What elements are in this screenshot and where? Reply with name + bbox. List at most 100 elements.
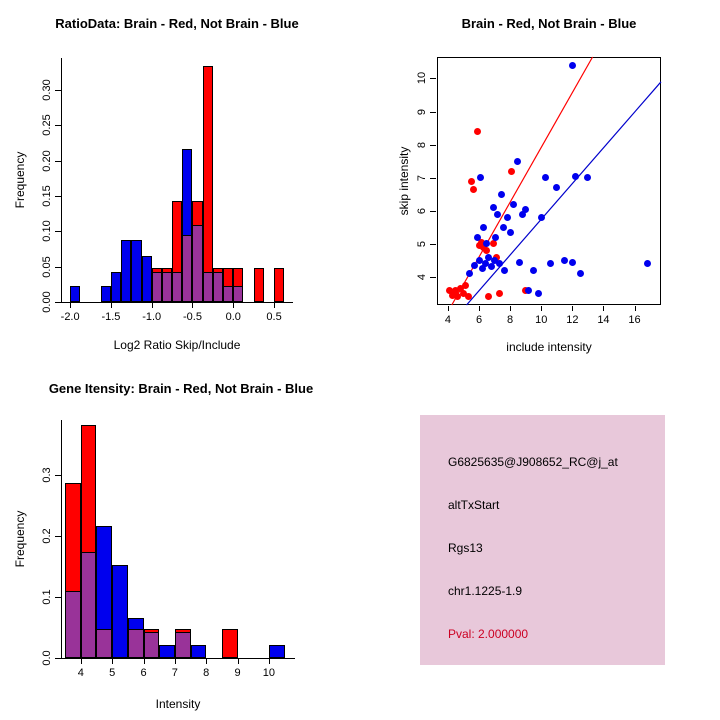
- y-tick-label: 0.15: [41, 185, 53, 207]
- scatter-point: [487, 263, 495, 271]
- y-tick-label: 0.0: [41, 650, 53, 666]
- scatter-point: [495, 289, 503, 297]
- x-tick-mark: [70, 303, 72, 308]
- x-tick-mark: [206, 659, 208, 664]
- y-tick-label: 0.30: [41, 79, 53, 101]
- scatter-point: [499, 223, 507, 231]
- scatter-point: [515, 258, 523, 266]
- scatter-point: [489, 203, 497, 211]
- ratio-hist-xlabel: Log2 Ratio Skip/Include: [113, 338, 241, 352]
- gene-hist-title: Gene Itensity: Brain - Red, Not Brain - …: [48, 381, 314, 396]
- x-tick-label: 4: [77, 667, 84, 679]
- y-tick-label: 7: [416, 174, 428, 181]
- y-tick-mark: [55, 302, 61, 303]
- chromosome-location-text: chr1.1225-1.9: [448, 584, 523, 598]
- scatter-point: [509, 200, 517, 208]
- scatter-point: [462, 281, 470, 289]
- scatter-point: [483, 240, 491, 248]
- scatter-point: [484, 293, 492, 301]
- scatter-point: [519, 210, 527, 218]
- scatter-point: [452, 286, 460, 294]
- hist-bar: [121, 240, 132, 302]
- scatter-point: [537, 213, 545, 221]
- x-tick-mark: [237, 659, 239, 664]
- scatter-point: [482, 246, 490, 254]
- y-axis-line: [61, 420, 62, 659]
- hist-bar: [141, 256, 152, 302]
- scatter-point: [495, 260, 503, 268]
- scatter-point: [568, 258, 576, 266]
- x-tick-mark: [603, 306, 605, 311]
- y-tick-label: 0.00: [41, 291, 53, 313]
- scatter-point: [508, 167, 516, 175]
- x-tick-mark: [143, 659, 145, 664]
- scatter-point: [506, 228, 514, 236]
- scatter-point: [542, 174, 550, 182]
- hist-bar-overlap: [182, 234, 193, 302]
- hist-bar-overlap: [223, 286, 234, 302]
- y-tick-mark: [55, 474, 61, 476]
- hist-bar-overlap: [65, 591, 81, 658]
- x-tick-label: 7: [171, 667, 178, 679]
- x-tick-label: 10: [262, 667, 276, 679]
- y-tick-label: 0.05: [41, 255, 53, 278]
- y-tick-label: 0.3: [41, 467, 53, 483]
- scatter-point: [449, 291, 457, 299]
- y-axis-line: [61, 58, 62, 303]
- hist-bar: [70, 286, 81, 302]
- y-tick-mark: [430, 144, 436, 146]
- y-tick-mark: [430, 276, 436, 278]
- scatter-point: [475, 256, 483, 264]
- scatter-point: [576, 270, 584, 278]
- x-axis-line: [61, 658, 295, 659]
- x-tick-label: 6: [475, 314, 483, 326]
- scatter-point: [481, 260, 489, 268]
- y-tick-label: 9: [416, 108, 428, 115]
- x-tick-label: 6: [140, 667, 147, 679]
- y-tick-mark: [55, 535, 61, 537]
- scatter-xlabel: include intensity: [506, 340, 592, 354]
- y-tick-mark: [55, 125, 61, 127]
- gene-symbol-text: Rgs13: [448, 541, 483, 555]
- scatter-point: [453, 293, 461, 301]
- scatter-point: [484, 253, 492, 261]
- x-tick-label: 9: [234, 667, 241, 679]
- scatter-point: [464, 293, 472, 301]
- x-tick-label: 12: [566, 314, 579, 326]
- y-tick-mark: [55, 89, 61, 91]
- scatter-point: [498, 190, 506, 198]
- x-tick-label: 0.5: [266, 311, 282, 323]
- x-tick-label: -1.0: [142, 311, 162, 323]
- x-tick-label: -1.5: [101, 311, 121, 323]
- scatter-point: [529, 266, 537, 274]
- scatter-point: [470, 185, 478, 193]
- y-tick-mark: [55, 596, 61, 598]
- y-tick-label: 4: [416, 273, 428, 280]
- hist-bar: [253, 268, 264, 302]
- hist-bar-overlap: [212, 271, 224, 302]
- scatter-point: [643, 260, 651, 268]
- scatter-point: [445, 286, 453, 294]
- hist-bar: [221, 628, 238, 658]
- scatter-point: [547, 260, 555, 268]
- y-tick-label: 0.25: [41, 114, 53, 136]
- hist-bar-overlap: [161, 271, 173, 302]
- scatter-point: [568, 61, 576, 69]
- x-tick-mark: [268, 659, 270, 664]
- scatter-point: [503, 213, 511, 221]
- scatter-title: Brain - Red, Not Brain - Blue: [461, 16, 637, 31]
- scatter-point: [494, 210, 502, 218]
- splice-type-text: altTxStart: [448, 498, 500, 512]
- x-tick-label: 4: [444, 314, 451, 326]
- y-tick-mark: [55, 160, 61, 162]
- scatter-point: [489, 240, 497, 248]
- x-tick-label: 5: [109, 667, 116, 679]
- y-tick-mark: [430, 78, 436, 80]
- hist-bar-overlap: [143, 631, 160, 658]
- x-tick-mark: [634, 306, 636, 311]
- y-tick-mark: [430, 210, 436, 212]
- hist-bar: [268, 644, 285, 658]
- x-tick-mark: [174, 659, 176, 664]
- hist-bar-overlap: [172, 271, 183, 302]
